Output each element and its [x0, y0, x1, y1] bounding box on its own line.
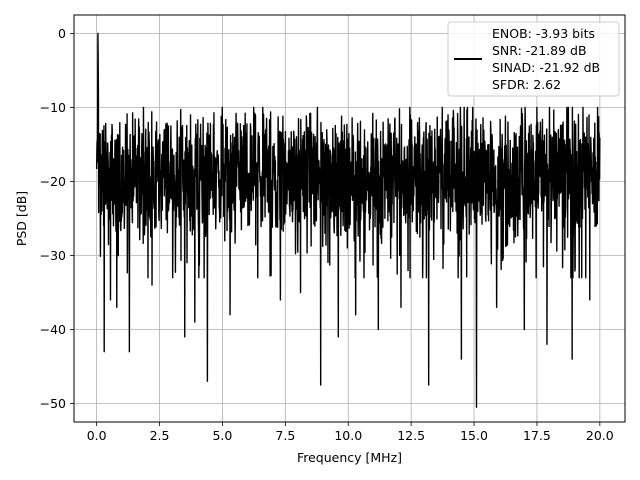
x-tick-label: 12.5: [397, 428, 425, 443]
legend-sinad: SINAD: -21.92 dB: [492, 60, 600, 75]
legend-sfdr: SFDR: 2.62: [492, 77, 561, 92]
legend-snr: SNR: -21.89 dB: [492, 43, 587, 58]
axis-ticks: 0.0 2.5 5.0 7.5 10.0 12.5 15.0 17.5 20.0 0 −10 −20 −…: [40, 26, 614, 443]
x-tick-label: 7.5: [275, 428, 295, 443]
y-tick-label: −30: [40, 248, 66, 263]
x-tick-label: 20.0: [586, 428, 614, 443]
x-tick-label: 15.0: [460, 428, 488, 443]
x-axis-label: Frequency [MHz]: [297, 450, 402, 465]
psd-line: [95, 32, 601, 408]
x-tick-label: 5.0: [212, 428, 232, 443]
y-tick-label: −20: [40, 174, 66, 189]
x-tick-label: 10.0: [334, 428, 362, 443]
y-axis-label: PSD [dB]: [14, 191, 29, 246]
plot-frame: [73, 14, 626, 423]
y-tick-label: −50: [40, 396, 66, 411]
x-tick-label: 17.5: [523, 428, 551, 443]
x-tick-label: 2.5: [150, 428, 170, 443]
x-tick-label: 0.0: [87, 428, 107, 443]
y-tick-label: 0: [58, 26, 66, 41]
y-tick-label: −10: [40, 100, 66, 115]
series-psd: [95, 32, 601, 408]
legend: ENOB: -3.93 bits SNR: -21.89 dB SINAD: -…: [447, 21, 620, 97]
legend-box: [447, 21, 620, 97]
y-tick-label: −40: [40, 322, 66, 337]
legend-enob: ENOB: -3.93 bits: [492, 26, 595, 41]
